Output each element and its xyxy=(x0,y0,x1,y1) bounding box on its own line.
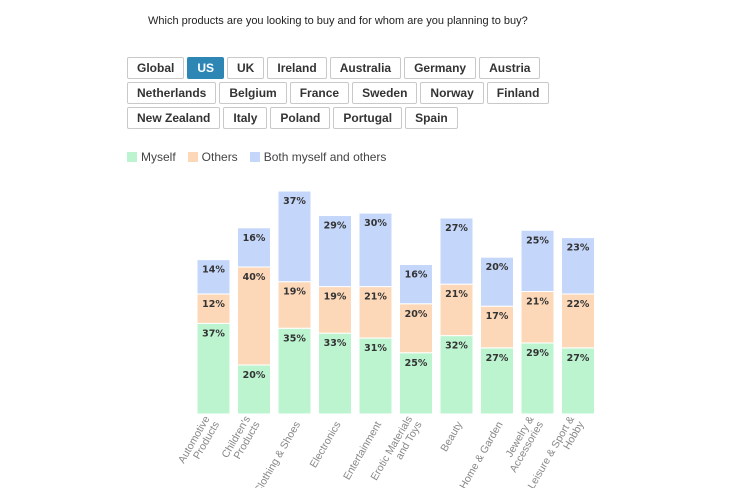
question-text: Which products are you looking to buy an… xyxy=(148,15,528,27)
bar-segment[interactable] xyxy=(561,347,595,415)
data-label: 32% xyxy=(445,341,468,352)
bar-segment[interactable] xyxy=(277,327,312,415)
legend-item[interactable]: Others xyxy=(187,150,238,164)
data-label: 21% xyxy=(364,292,387,303)
tab-italy[interactable]: Italy xyxy=(223,107,268,129)
data-label: 14% xyxy=(202,265,225,276)
data-label: 40% xyxy=(243,272,266,283)
tab-portugal[interactable]: Portugal xyxy=(333,107,403,129)
tab-australia[interactable]: Australia xyxy=(329,57,402,79)
data-label: 33% xyxy=(324,338,347,349)
tab-austria[interactable]: Austria xyxy=(479,57,541,79)
tab-germany[interactable]: Germany xyxy=(404,57,477,79)
bar-segment[interactable] xyxy=(277,190,312,283)
country-tabs: Global US UK Ireland Australia Germany Austria… xyxy=(127,57,557,132)
data-label: 23% xyxy=(567,243,590,254)
bar-segment[interactable] xyxy=(520,229,555,292)
bar-segment[interactable] xyxy=(561,237,595,295)
data-label: 12% xyxy=(202,299,225,310)
bar-segment[interactable] xyxy=(480,256,514,307)
legend-label: Others xyxy=(201,150,238,164)
bar-segment[interactable] xyxy=(520,342,555,415)
tab-global[interactable]: Global xyxy=(127,57,185,79)
data-label: 27% xyxy=(486,353,509,364)
tab-belgium[interactable]: Belgium xyxy=(219,82,287,104)
data-label: 16% xyxy=(405,270,428,281)
bar-segment[interactable] xyxy=(480,347,514,415)
tab-row: Netherlands Belgium France Sweden Norway Finl… xyxy=(127,82,557,104)
data-label: 20% xyxy=(405,309,428,320)
bar-segment[interactable] xyxy=(358,286,393,339)
chart-legend: Myself Others Both myself and others xyxy=(127,150,386,164)
data-label: 21% xyxy=(526,297,549,308)
data-label: 35% xyxy=(283,333,306,344)
tab-finland[interactable]: Finland xyxy=(486,82,550,104)
bar-segment[interactable] xyxy=(561,293,595,349)
tab-norway[interactable]: Norway xyxy=(420,82,484,104)
data-label: 17% xyxy=(486,311,509,322)
bar-segment[interactable] xyxy=(196,259,231,295)
bar-segment[interactable] xyxy=(439,217,474,285)
tab-row: Global US UK Ireland Australia Germany Austria xyxy=(127,57,557,79)
legend-label: Both myself and others xyxy=(263,150,387,164)
legend-swatch xyxy=(127,152,137,162)
data-label: 16% xyxy=(243,233,266,244)
legend-swatch xyxy=(249,152,260,162)
data-label: 25% xyxy=(526,235,549,246)
bar-segment[interactable] xyxy=(196,293,231,324)
category-label: Beauty xyxy=(438,419,465,454)
data-label: 19% xyxy=(283,287,306,298)
bar-segment[interactable] xyxy=(237,227,271,268)
legend-item[interactable]: Myself xyxy=(127,150,176,164)
category-label: Home & Garden xyxy=(457,419,505,488)
bar-segment[interactable] xyxy=(439,335,474,415)
bar-segment[interactable] xyxy=(318,332,352,415)
tab-netherlands[interactable]: Netherlands xyxy=(127,82,217,104)
bar-segment[interactable] xyxy=(480,305,514,349)
data-label: 25% xyxy=(405,358,428,369)
bar-segment[interactable] xyxy=(237,266,271,366)
data-label: 37% xyxy=(283,196,306,207)
legend-item[interactable]: Both myself and others xyxy=(249,150,387,164)
tab-france[interactable]: France xyxy=(289,82,350,104)
legend-label: Myself xyxy=(141,150,176,164)
data-label: 19% xyxy=(324,292,347,303)
tab-new-zealand[interactable]: New Zealand xyxy=(127,107,221,129)
tab-sweden[interactable]: Sweden xyxy=(352,82,418,104)
legend-swatch xyxy=(187,152,198,162)
bar-segment[interactable] xyxy=(358,212,393,288)
data-label: 29% xyxy=(324,221,347,232)
data-label: 30% xyxy=(364,218,387,229)
tab-poland[interactable]: Poland xyxy=(270,107,331,129)
data-label: 22% xyxy=(567,299,590,310)
category-label: Children'sProducts xyxy=(219,414,262,466)
data-label: 37% xyxy=(202,328,225,339)
data-label: 21% xyxy=(445,289,468,300)
tab-row: New Zealand Italy Poland Portugal Spain xyxy=(127,107,557,129)
data-label: 27% xyxy=(567,353,590,364)
bar-segment[interactable] xyxy=(358,337,393,415)
tab-us[interactable]: US xyxy=(187,57,225,79)
bar-segment[interactable] xyxy=(520,291,555,344)
data-label: 20% xyxy=(243,370,266,381)
bar-segment[interactable] xyxy=(277,281,312,329)
tab-uk[interactable]: UK xyxy=(227,57,265,79)
bar-segment[interactable] xyxy=(399,264,433,305)
bar-segment[interactable] xyxy=(399,352,433,415)
tab-ireland[interactable]: Ireland xyxy=(267,57,327,79)
category-label: Electronics xyxy=(308,420,344,470)
bar-segment[interactable] xyxy=(318,215,352,288)
bar-segment[interactable] xyxy=(196,322,231,415)
data-label: 31% xyxy=(364,343,387,354)
tab-spain[interactable]: Spain xyxy=(405,107,458,129)
data-label: 27% xyxy=(445,223,468,234)
category-label: AutomotiveProducts xyxy=(176,414,222,471)
data-label: 29% xyxy=(526,348,549,359)
data-label: 20% xyxy=(486,262,509,273)
